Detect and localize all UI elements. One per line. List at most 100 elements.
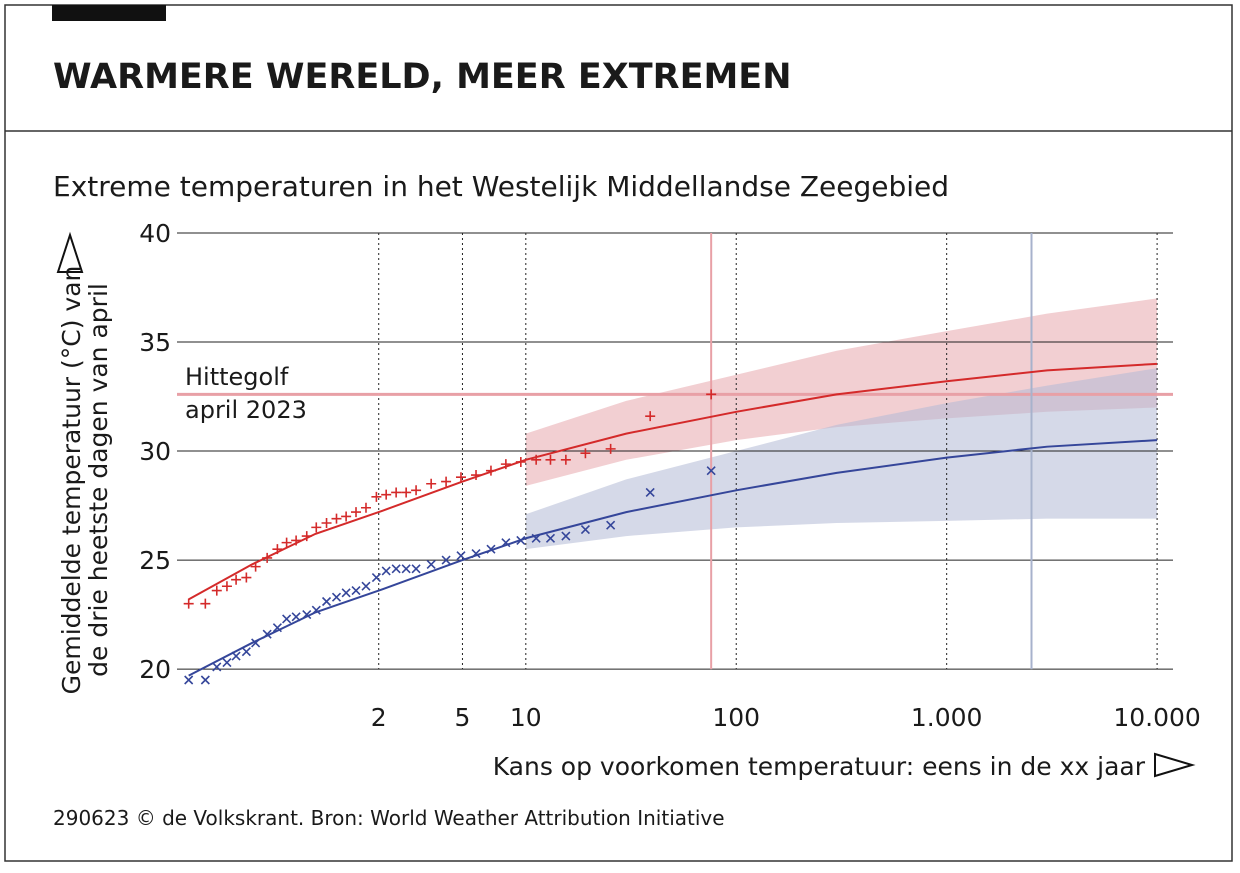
y-tick-label: 35 — [139, 328, 171, 357]
data-point — [250, 561, 261, 572]
y-tick-label: 25 — [139, 546, 171, 575]
data-point — [231, 574, 242, 585]
data-point — [401, 564, 411, 574]
data-point — [341, 588, 351, 598]
data-point — [645, 487, 655, 498]
annotation: april 2023 — [185, 396, 307, 424]
data-point — [500, 459, 511, 470]
data-point — [262, 629, 272, 639]
data-point — [311, 522, 322, 533]
data-point — [262, 552, 273, 563]
data-point — [241, 572, 252, 583]
frame — [4, 4, 1233, 862]
x-tick-label: 10.000 — [1113, 703, 1200, 732]
data-point — [471, 548, 481, 559]
data-point — [441, 555, 451, 565]
data-point — [516, 535, 526, 546]
data-point — [545, 454, 556, 465]
y-arrow — [56, 231, 84, 273]
y-tick-label: 30 — [139, 437, 171, 466]
data-point — [531, 454, 542, 465]
data-point — [455, 472, 466, 483]
data-point — [360, 502, 371, 513]
data-point — [200, 675, 210, 685]
x-tick-label: 1.000 — [911, 703, 983, 732]
data-point — [371, 491, 382, 502]
data-point — [401, 487, 412, 498]
data-point — [200, 598, 211, 609]
y-axis-label: Gemiddelde temperatuur (°C) van — [57, 266, 86, 695]
data-point — [331, 592, 342, 602]
data-point — [281, 537, 292, 548]
y-tick-label: 20 — [139, 655, 171, 684]
header-bar — [52, 5, 166, 21]
data-point — [605, 443, 616, 454]
data-point — [580, 524, 590, 535]
data-point — [212, 662, 222, 672]
x-tick-label: 10 — [510, 703, 542, 732]
data-point — [456, 551, 466, 561]
data-point — [282, 614, 292, 624]
data-point — [331, 513, 342, 524]
data-point — [231, 651, 241, 661]
data-point — [391, 564, 401, 574]
chart-subtitle: Extreme temperaturen in het Westelijk Mi… — [53, 170, 949, 203]
data-point — [706, 389, 717, 400]
data-point — [381, 566, 391, 576]
x-tick-label: 100 — [712, 703, 760, 732]
data-point — [606, 520, 616, 530]
data-point — [183, 598, 194, 609]
data-point — [291, 612, 301, 622]
data-point — [706, 466, 716, 476]
data-point — [381, 489, 392, 500]
data-point — [221, 581, 232, 592]
x-arrow — [1154, 752, 1196, 778]
chart-title: WARMERE WERELD, MEER EXTREMEN — [53, 57, 792, 97]
data-point — [645, 411, 656, 422]
data-point — [301, 531, 312, 542]
data-point — [471, 470, 482, 481]
y-axis-label: de drie heetste dagen van april — [84, 283, 113, 677]
data-point — [351, 586, 361, 596]
data-point — [486, 544, 496, 554]
data-point — [241, 647, 251, 657]
confidence-band — [525, 298, 1158, 486]
data-point — [426, 559, 436, 569]
data-point — [501, 538, 511, 548]
x-tick-label: 2 — [371, 703, 387, 732]
data-point — [441, 476, 452, 487]
source: 290623 © de Volkskrant. Bron: World Weat… — [53, 806, 725, 830]
data-point — [321, 596, 332, 607]
data-point — [311, 605, 321, 615]
data-point — [361, 581, 371, 591]
data-point — [426, 478, 437, 489]
data-point — [485, 465, 496, 476]
data-point — [371, 572, 381, 583]
data-point — [184, 675, 194, 685]
data-point — [580, 448, 591, 459]
data-point — [515, 456, 526, 467]
x-tick-label: 5 — [455, 703, 471, 732]
y-tick-label: 40 — [139, 219, 171, 248]
data-point — [211, 585, 222, 596]
data-point — [321, 518, 332, 529]
data-point — [272, 623, 282, 633]
data-point — [251, 638, 261, 648]
data-point — [341, 511, 352, 522]
x-axis-label: Kans op voorkomen temperatuur: eens in d… — [493, 752, 1146, 781]
data-point — [545, 533, 556, 543]
data-point — [560, 454, 571, 465]
data-point — [411, 564, 421, 574]
data-point — [531, 533, 541, 543]
confidence-band — [525, 368, 1158, 550]
data-point — [391, 487, 402, 498]
data-point — [411, 485, 422, 496]
data-point — [272, 544, 283, 555]
data-point — [561, 531, 571, 541]
data-point — [291, 535, 302, 546]
fit-line — [188, 362, 1158, 601]
data-point — [302, 610, 312, 620]
data-point — [222, 657, 232, 668]
